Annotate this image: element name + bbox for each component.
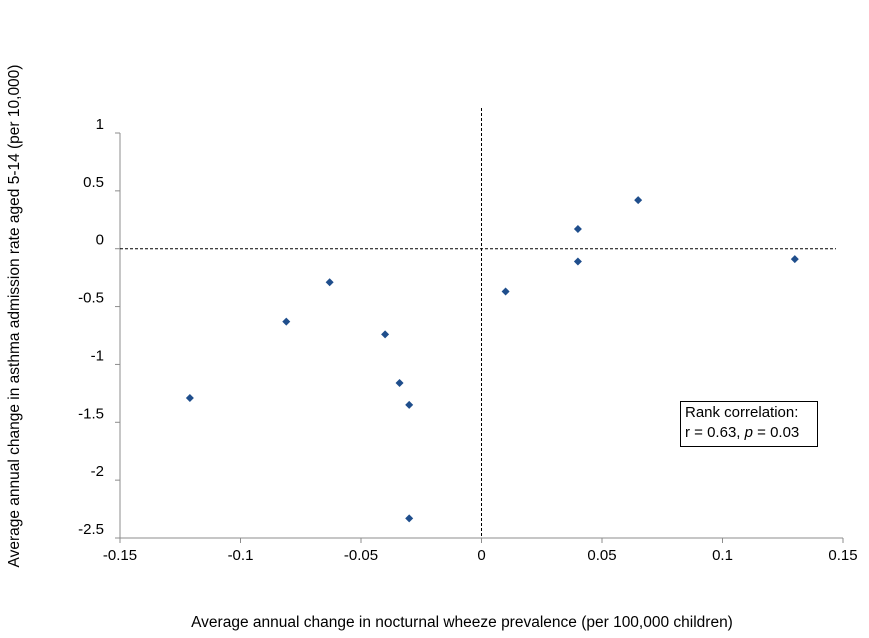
- y-tick-label: -0.5: [78, 290, 104, 307]
- y-tick-label: -2: [91, 463, 104, 480]
- data-point: [395, 378, 404, 387]
- x-tick-label: 0.1: [712, 547, 733, 564]
- annotation-p-symbol: p: [744, 424, 753, 441]
- data-point: [790, 255, 799, 264]
- y-tick-label: 0.5: [83, 174, 104, 191]
- annotation-r-text: r = 0.63,: [685, 424, 745, 441]
- reference-lines: [120, 108, 836, 538]
- x-tick-label: -0.15: [103, 547, 137, 564]
- rank-correlation-annotation: Rank correlation: r = 0.63, p = 0.03: [680, 401, 818, 447]
- x-tick-label: 0: [477, 547, 485, 564]
- y-tick-label: -2.5: [78, 521, 104, 538]
- x-tick-label: -0.1: [228, 547, 254, 564]
- data-point: [325, 278, 334, 287]
- y-axis-title: Average annual change in asthma admissio…: [6, 65, 23, 568]
- data-points: [185, 196, 799, 523]
- annotation-p-value: = 0.03: [752, 424, 800, 441]
- data-point: [381, 330, 390, 339]
- x-tick-label: 0.05: [587, 547, 616, 564]
- y-tick-label: 1: [96, 116, 104, 133]
- data-point: [573, 257, 582, 266]
- x-axis-title: Average annual change in nocturnal wheez…: [191, 614, 733, 631]
- annotation-line-1: Rank correlation:: [685, 404, 799, 421]
- x-tick-label: -0.05: [344, 547, 378, 564]
- x-tick-label: 0.15: [828, 547, 857, 564]
- data-point: [501, 287, 510, 296]
- data-point: [573, 225, 582, 234]
- data-point: [185, 393, 194, 402]
- data-point: [282, 317, 291, 326]
- y-tick-label: -1: [91, 347, 104, 364]
- x-tick-labels: -0.15 -0.1 -0.05 0 0.05 0.1 0.15: [103, 538, 858, 564]
- y-tick-label: 0: [96, 232, 104, 249]
- data-point: [634, 196, 643, 205]
- y-tick-label: -1.5: [78, 405, 104, 422]
- y-tick-labels: 1 0.5 0 -0.5 -1 -1.5 -2 -2.5: [78, 116, 120, 539]
- annotation-line-2: r = 0.63, p = 0.03: [685, 423, 813, 443]
- data-point: [405, 514, 414, 523]
- data-point: [405, 400, 414, 409]
